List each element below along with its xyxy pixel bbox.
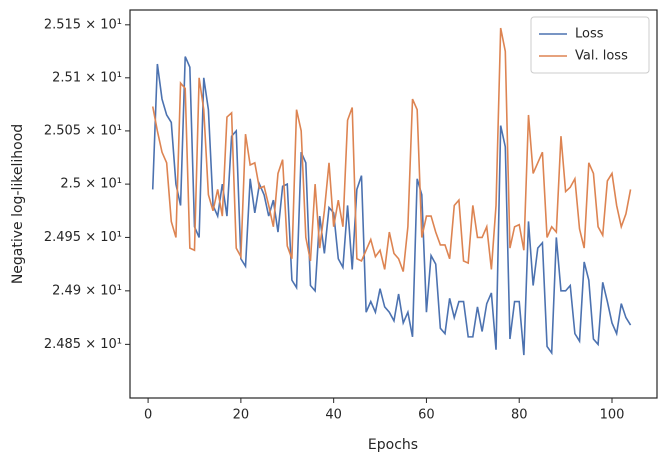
x-tick-label: 100 xyxy=(600,408,625,423)
x-tick-label: 40 xyxy=(325,408,342,423)
y-axis-label: Negative log-likelihood xyxy=(10,124,26,284)
y-tick-label: 2.51 × 10¹ xyxy=(52,70,122,85)
y-tick-label: 2.495 × 10¹ xyxy=(44,230,122,245)
y-tick-label: 2.49 × 10¹ xyxy=(52,283,122,298)
y-tick-label: 2.485 × 10¹ xyxy=(44,337,122,352)
legend-label: Loss xyxy=(575,27,604,42)
x-tick-label: 20 xyxy=(233,408,250,423)
legend-label: Val. loss xyxy=(575,49,628,64)
y-tick-label: 2.515 × 10¹ xyxy=(44,17,122,32)
x-tick-label: 80 xyxy=(511,408,528,423)
line-series xyxy=(151,27,632,272)
plot-frame xyxy=(129,9,658,399)
y-tick-label: 2.5 × 10¹ xyxy=(60,177,122,192)
x-tick-label: 60 xyxy=(418,408,435,423)
legend-box xyxy=(530,16,650,74)
x-axis-label: Epochs xyxy=(368,437,418,453)
x-tick-label: 0 xyxy=(144,408,152,423)
y-tick-label: 2.505 × 10¹ xyxy=(44,123,122,138)
